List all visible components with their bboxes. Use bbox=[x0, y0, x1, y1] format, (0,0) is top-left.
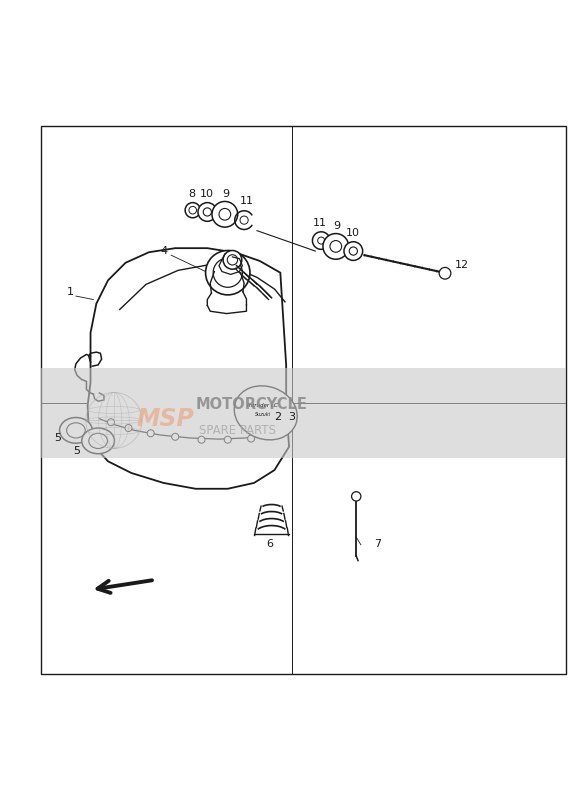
Circle shape bbox=[107, 418, 114, 426]
Text: Suzuki: Suzuki bbox=[255, 412, 271, 417]
Ellipse shape bbox=[60, 418, 92, 443]
Circle shape bbox=[198, 436, 205, 443]
Text: 8: 8 bbox=[188, 190, 195, 199]
Text: 11: 11 bbox=[313, 218, 327, 228]
Text: MSP: MSP bbox=[136, 407, 194, 431]
Text: 10: 10 bbox=[200, 190, 214, 199]
Ellipse shape bbox=[234, 386, 297, 440]
Circle shape bbox=[224, 436, 231, 443]
Text: 4: 4 bbox=[160, 246, 167, 256]
Text: 2: 2 bbox=[274, 413, 281, 422]
Circle shape bbox=[278, 428, 285, 435]
Circle shape bbox=[125, 425, 132, 431]
Circle shape bbox=[213, 258, 242, 287]
Circle shape bbox=[172, 434, 179, 440]
Circle shape bbox=[266, 431, 273, 438]
Text: 5: 5 bbox=[54, 433, 61, 443]
Circle shape bbox=[206, 250, 250, 295]
Circle shape bbox=[198, 202, 217, 222]
Circle shape bbox=[227, 254, 238, 265]
Text: 9: 9 bbox=[223, 189, 230, 198]
Text: 5: 5 bbox=[74, 446, 81, 456]
Text: 11: 11 bbox=[240, 196, 254, 206]
Text: MOTORCYCLE: MOTORCYCLE bbox=[196, 397, 308, 411]
Circle shape bbox=[212, 202, 238, 227]
Circle shape bbox=[248, 435, 255, 442]
Text: 1: 1 bbox=[67, 287, 74, 297]
Ellipse shape bbox=[82, 428, 114, 454]
Circle shape bbox=[349, 247, 357, 255]
Text: 9: 9 bbox=[333, 221, 340, 231]
Circle shape bbox=[344, 242, 363, 261]
Circle shape bbox=[352, 492, 361, 501]
Circle shape bbox=[185, 202, 200, 218]
Circle shape bbox=[219, 209, 231, 220]
Circle shape bbox=[203, 208, 211, 216]
Circle shape bbox=[318, 237, 325, 244]
Circle shape bbox=[439, 267, 451, 279]
Circle shape bbox=[330, 241, 342, 252]
Text: 12: 12 bbox=[454, 260, 468, 270]
Circle shape bbox=[189, 206, 196, 214]
Text: 7: 7 bbox=[374, 539, 381, 549]
Ellipse shape bbox=[89, 434, 107, 449]
Circle shape bbox=[240, 216, 248, 224]
Circle shape bbox=[223, 250, 242, 269]
Text: 10: 10 bbox=[346, 229, 360, 238]
Polygon shape bbox=[88, 248, 289, 489]
Circle shape bbox=[147, 430, 154, 437]
Text: SPARE PARTS: SPARE PARTS bbox=[199, 425, 276, 438]
Ellipse shape bbox=[67, 422, 85, 438]
Text: 3: 3 bbox=[288, 413, 296, 422]
Circle shape bbox=[323, 234, 349, 259]
Text: 6: 6 bbox=[266, 539, 273, 549]
Text: Intruder LC: Intruder LC bbox=[248, 403, 278, 408]
Bar bbox=[41, 368, 566, 458]
